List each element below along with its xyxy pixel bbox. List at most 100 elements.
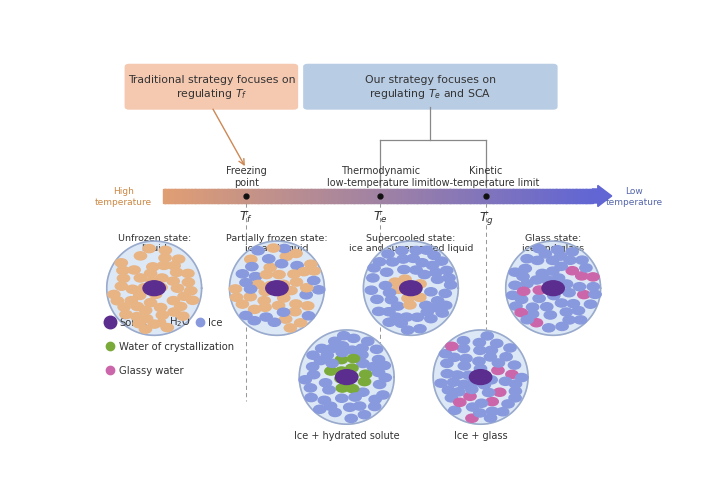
Circle shape	[359, 371, 372, 378]
Circle shape	[291, 262, 303, 270]
Circle shape	[336, 367, 348, 375]
Bar	[166, 190, 167, 204]
Bar	[528, 190, 530, 204]
Bar	[211, 190, 213, 204]
Bar	[529, 190, 531, 204]
Circle shape	[269, 319, 281, 327]
Circle shape	[127, 286, 139, 294]
Circle shape	[307, 351, 319, 360]
Circle shape	[555, 263, 567, 271]
Circle shape	[560, 308, 572, 316]
Bar	[399, 190, 401, 204]
Circle shape	[494, 388, 506, 396]
Circle shape	[564, 257, 576, 265]
Circle shape	[266, 281, 288, 296]
Bar	[338, 190, 341, 204]
Circle shape	[410, 247, 423, 255]
Circle shape	[444, 281, 456, 289]
Circle shape	[285, 287, 297, 295]
Circle shape	[517, 273, 529, 281]
Bar	[207, 190, 209, 204]
Circle shape	[478, 381, 490, 389]
Circle shape	[504, 344, 516, 352]
Circle shape	[492, 359, 505, 367]
Circle shape	[572, 307, 585, 315]
Bar	[590, 190, 591, 204]
Bar	[506, 190, 508, 204]
Bar	[319, 190, 320, 204]
Circle shape	[555, 300, 567, 307]
Circle shape	[421, 309, 433, 316]
Bar	[474, 190, 477, 204]
Circle shape	[111, 297, 124, 305]
Circle shape	[263, 255, 275, 264]
Circle shape	[117, 275, 130, 283]
Bar	[574, 190, 575, 204]
Circle shape	[246, 263, 258, 271]
Bar	[230, 190, 232, 204]
Circle shape	[379, 374, 392, 382]
Bar	[500, 190, 503, 204]
Bar	[271, 190, 274, 204]
Circle shape	[475, 399, 487, 408]
Circle shape	[346, 372, 358, 380]
Bar	[446, 190, 448, 204]
Circle shape	[244, 293, 256, 301]
Circle shape	[546, 257, 559, 265]
Circle shape	[305, 384, 317, 392]
Bar	[238, 190, 240, 204]
Bar	[253, 190, 255, 204]
Circle shape	[399, 276, 411, 284]
Bar	[181, 190, 183, 204]
Bar	[279, 190, 281, 204]
Circle shape	[336, 384, 348, 392]
Circle shape	[236, 270, 248, 278]
Bar	[264, 190, 266, 204]
Circle shape	[383, 308, 395, 316]
Bar	[176, 190, 177, 204]
Bar	[428, 190, 430, 204]
Bar	[170, 190, 171, 204]
Circle shape	[128, 266, 140, 275]
Bar	[205, 190, 207, 204]
Text: Glassy water: Glassy water	[119, 365, 184, 375]
Circle shape	[566, 267, 578, 275]
Circle shape	[516, 296, 528, 304]
Bar	[198, 190, 200, 204]
Circle shape	[307, 371, 320, 379]
Circle shape	[576, 256, 588, 264]
Circle shape	[264, 282, 276, 290]
Bar	[403, 190, 405, 204]
Circle shape	[289, 308, 301, 316]
Circle shape	[518, 288, 530, 296]
Bar	[432, 190, 433, 204]
Circle shape	[397, 255, 409, 264]
Circle shape	[236, 300, 248, 309]
Bar	[383, 190, 385, 204]
Bar	[340, 190, 342, 204]
Bar	[228, 190, 230, 204]
Text: Kinetic
low-temperature limit: Kinetic low-temperature limit	[433, 166, 539, 188]
Circle shape	[390, 313, 402, 322]
Bar	[343, 190, 345, 204]
Circle shape	[443, 274, 455, 282]
Circle shape	[575, 316, 587, 324]
Bar	[390, 190, 392, 204]
Bar	[199, 190, 202, 204]
Bar	[347, 190, 349, 204]
Circle shape	[143, 281, 166, 296]
Bar	[526, 190, 528, 204]
Circle shape	[546, 267, 559, 276]
Polygon shape	[300, 330, 394, 424]
Bar	[247, 190, 249, 204]
Circle shape	[312, 286, 325, 294]
Bar	[202, 190, 204, 204]
Circle shape	[439, 350, 451, 358]
Circle shape	[131, 303, 143, 311]
Circle shape	[575, 272, 588, 280]
Bar	[395, 190, 397, 204]
Circle shape	[335, 375, 347, 383]
Text: Supercooled state:
ice and supercooled liquid: Supercooled state: ice and supercooled l…	[348, 233, 473, 252]
Circle shape	[563, 289, 575, 297]
Circle shape	[533, 295, 545, 303]
